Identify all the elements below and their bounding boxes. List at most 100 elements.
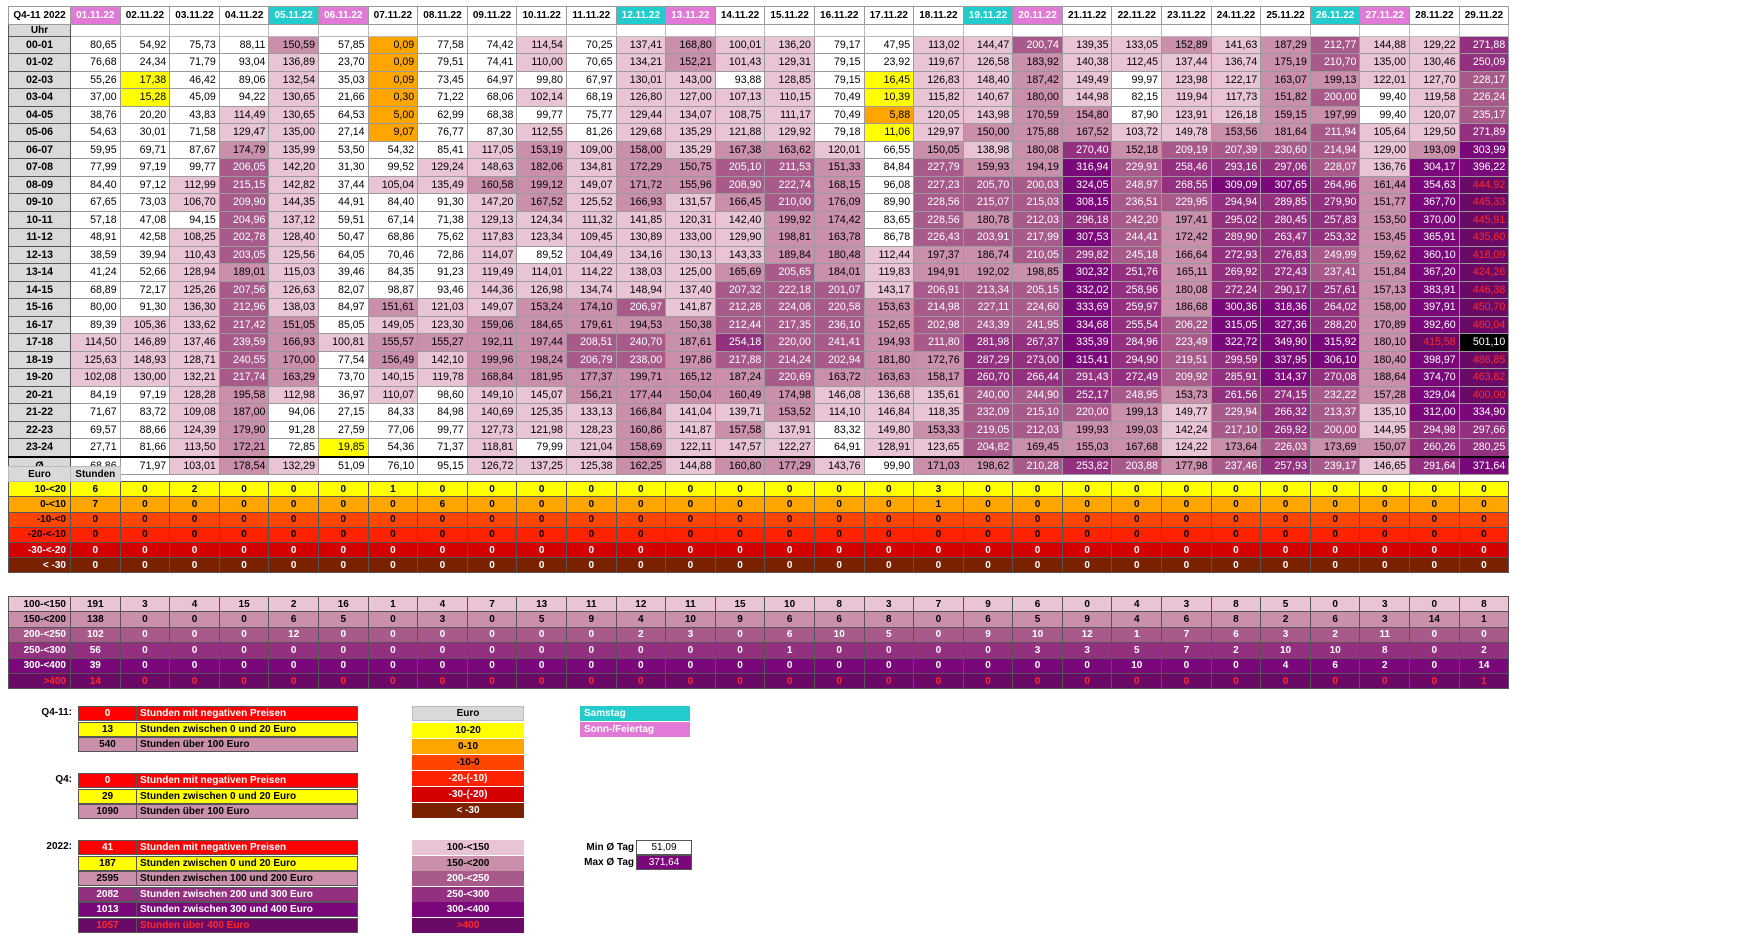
price-cell: 57,85 — [317, 35, 369, 54]
price-cell: 71,37 — [417, 438, 468, 457]
count-cell: 0 — [962, 526, 1014, 543]
summary-count: 2595 — [78, 871, 137, 886]
hour-label: 15-16 — [8, 298, 71, 317]
count-cell: 0 — [1161, 557, 1212, 574]
count-cell: 2 — [1210, 642, 1262, 659]
price-cell: 211,53 — [764, 158, 815, 177]
price-cell: 84,40 — [70, 175, 121, 194]
count-cell: 12 — [1061, 626, 1113, 644]
spacer-cell — [1309, 23, 1361, 37]
count-cell: 8 — [1359, 642, 1411, 659]
count-cell: 0 — [466, 557, 518, 574]
range-total: 39 — [70, 657, 121, 674]
price-cell: 180,08 — [1161, 280, 1212, 299]
price-cell: 153,19 — [516, 140, 567, 159]
count-cell: 0 — [417, 511, 468, 528]
price-cell: 200,03 — [1012, 175, 1063, 194]
price-cell: 130,13 — [665, 245, 716, 264]
price-cell: 122,27 — [764, 438, 815, 457]
summary-count: 2082 — [78, 886, 137, 902]
price-cell: 136,74 — [1210, 53, 1262, 72]
count-cell: 11 — [565, 595, 617, 613]
price-cell: 110,07 — [367, 385, 419, 404]
price-cell: 87,67 — [169, 140, 220, 159]
price-cell: 318,36 — [1260, 298, 1311, 317]
price-cell: 213,34 — [962, 280, 1014, 299]
price-cell: 205,65 — [764, 263, 815, 282]
price-cell: 284,96 — [1111, 333, 1163, 352]
price-cell: 240,55 — [218, 350, 270, 369]
count-cell: 0 — [169, 657, 220, 674]
price-cell: 141,63 — [1210, 35, 1262, 54]
count-cell: 0 — [1409, 595, 1460, 613]
price-cell: 152,21 — [665, 53, 716, 72]
date-header: 03.11.22 — [169, 6, 220, 25]
legend-neg-item: 0-10 — [412, 739, 524, 754]
price-cell: 199,92 — [764, 210, 815, 229]
price-cell: 102,08 — [70, 368, 121, 387]
price-cell: 57,18 — [70, 210, 121, 229]
price-cell: 156,49 — [367, 350, 419, 369]
count-cell: 8 — [1210, 611, 1262, 628]
empty-cell — [418, 467, 468, 482]
price-cell: 124,39 — [169, 420, 220, 439]
price-cell: 27,14 — [317, 123, 369, 142]
price-cell: 316,94 — [1061, 158, 1113, 177]
price-cell: 243,39 — [962, 315, 1014, 334]
hour-label: 10-11 — [8, 210, 71, 229]
price-cell: 392,60 — [1409, 315, 1460, 334]
price-cell: 64,97 — [466, 70, 518, 89]
price-cell: 128,40 — [268, 228, 319, 247]
price-cell: 314,37 — [1260, 368, 1311, 387]
date-header: 13.11.22 — [665, 6, 716, 25]
price-cell: 145,07 — [516, 385, 567, 404]
price-cell: 210,70 — [1309, 53, 1361, 72]
price-cell: 418,09 — [1458, 245, 1510, 264]
price-cell: 17,38 — [119, 70, 171, 89]
price-cell: 236,10 — [813, 315, 865, 334]
price-cell: 140,69 — [466, 403, 518, 422]
count-cell: 0 — [615, 642, 667, 659]
price-cell: 114,49 — [218, 105, 270, 124]
count-cell: 12 — [268, 626, 319, 644]
average-cell: 178,54 — [218, 455, 270, 475]
count-cell: 0 — [913, 557, 964, 574]
empty-cell — [368, 467, 418, 482]
count-cell: 0 — [1409, 526, 1460, 543]
price-cell: 153,33 — [913, 420, 964, 439]
count-cell: 3 — [119, 595, 171, 613]
count-cell: 0 — [1458, 526, 1510, 543]
price-cell: 5,00 — [367, 105, 419, 124]
price-cell: 294,98 — [1409, 420, 1460, 439]
price-cell: 367,70 — [1409, 193, 1460, 212]
price-cell: 129,97 — [913, 123, 964, 142]
price-cell: 103,72 — [1111, 123, 1163, 142]
price-cell: 38,76 — [70, 105, 121, 124]
count-cell: 0 — [565, 557, 617, 574]
count-cell: 9 — [962, 595, 1014, 613]
price-cell: 241,41 — [813, 333, 865, 352]
count-cell: 0 — [268, 526, 319, 543]
price-cell: 91,30 — [119, 298, 171, 317]
price-cell: 123,91 — [1161, 105, 1212, 124]
price-cell: 220,58 — [813, 298, 865, 317]
price-cell: 68,86 — [367, 228, 419, 247]
price-cell: 108,75 — [714, 105, 766, 124]
price-cell: 160,58 — [466, 175, 518, 194]
average-cell: 125,38 — [565, 455, 617, 475]
price-cell: 93,88 — [714, 70, 766, 89]
price-cell: 23,70 — [317, 53, 369, 72]
count-cell: 0 — [1359, 481, 1411, 498]
count-cell: 10 — [1309, 642, 1361, 659]
count-cell: 0 — [714, 541, 766, 559]
count-cell: 0 — [764, 481, 815, 498]
count-cell: 0 — [1061, 595, 1113, 613]
count-cell: 0 — [218, 642, 270, 659]
range-total: 0 — [70, 511, 121, 528]
count-cell: 0 — [516, 657, 567, 674]
count-cell: 0 — [714, 526, 766, 543]
count-cell: 0 — [1161, 496, 1212, 513]
price-cell: 54,36 — [367, 438, 419, 457]
price-cell: 76,77 — [417, 123, 468, 142]
price-cell: 158,69 — [615, 438, 667, 457]
